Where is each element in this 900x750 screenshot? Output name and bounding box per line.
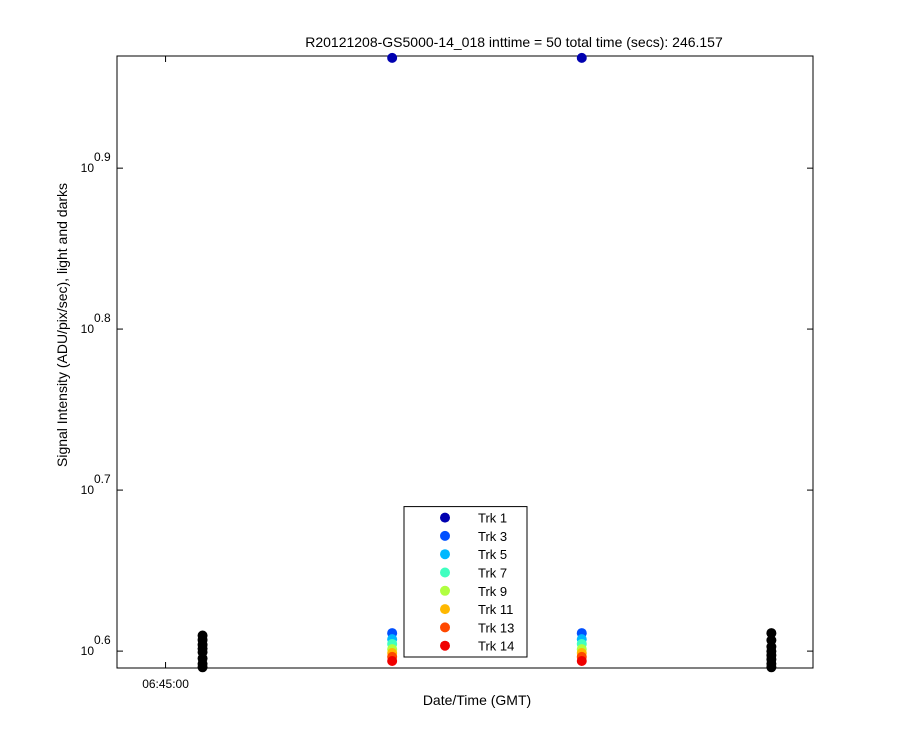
- legend-box: [403, 506, 528, 658]
- chart-title: R20121208-GS5000-14_018 inttime = 50 tot…: [305, 34, 723, 50]
- y-tick-label: 10: [81, 483, 95, 497]
- legend-marker: [440, 512, 450, 523]
- legend-marker: [440, 604, 450, 615]
- legend-label: Trk 13: [478, 620, 514, 635]
- x-axis-label: Date/Time (GMT): [423, 692, 531, 708]
- x-tick-label: 06:45:00: [142, 677, 189, 691]
- data-point: [576, 656, 587, 667]
- y-tick-exponent: 0.7: [94, 472, 111, 486]
- legend-marker: [440, 585, 450, 596]
- data-point: [766, 628, 777, 639]
- legend-label: Trk 7: [478, 566, 507, 581]
- data-point: [387, 656, 398, 667]
- legend-label: Trk 14: [478, 639, 514, 654]
- legend-label: Trk 11: [478, 602, 513, 617]
- legend-marker: [440, 530, 450, 541]
- data-point: [387, 52, 398, 63]
- legend-marker: [440, 567, 450, 578]
- legend-marker: [440, 622, 450, 633]
- legend-marker: [440, 640, 450, 651]
- legend-label: Trk 9: [478, 584, 507, 599]
- legend-marker: [440, 549, 450, 560]
- y-tick-exponent: 0.9: [94, 150, 111, 164]
- data-point: [766, 662, 777, 673]
- legend-label: Trk 3: [478, 529, 507, 544]
- data-point: [576, 52, 587, 63]
- y-axis-label: Signal Intensity (ADU/pix/sec), light an…: [54, 183, 70, 467]
- y-tick-exponent: 0.6: [94, 633, 111, 647]
- y-tick-label: 10: [81, 322, 95, 336]
- y-tick-exponent: 0.8: [94, 311, 111, 325]
- legend-label: Trk 1: [478, 511, 507, 526]
- legend-label: Trk 5: [478, 547, 507, 562]
- y-tick-label: 10: [81, 644, 95, 658]
- y-tick-label: 10: [81, 161, 95, 175]
- data-point: [197, 662, 208, 673]
